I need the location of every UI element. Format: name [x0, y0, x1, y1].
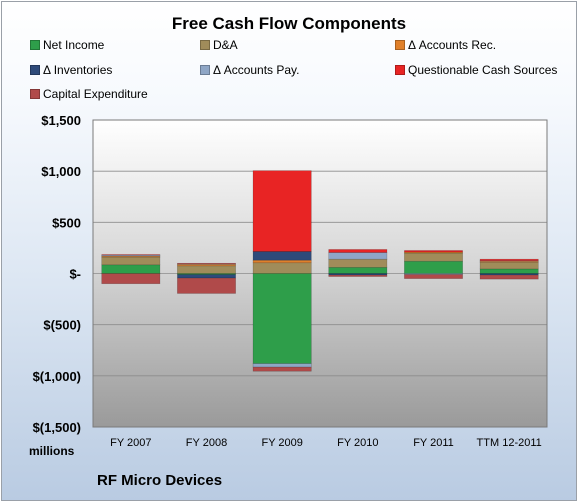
bar-segment: [328, 274, 388, 277]
legend-label: Δ Accounts Rec.: [408, 38, 497, 52]
bar-segment: [101, 273, 161, 285]
units-label: millions: [29, 444, 75, 458]
bar-segment: [101, 254, 161, 256]
bar-segment: [252, 363, 312, 368]
bar-segment: [479, 261, 539, 270]
legend-item: Δ Inventories: [30, 63, 112, 77]
bar-segment: [177, 277, 236, 294]
bar-segment: [479, 258, 539, 262]
bar-segment: [101, 256, 161, 266]
legend-swatch: [30, 89, 40, 99]
y-tick-label: $(500): [43, 318, 81, 333]
legend-swatch: [200, 40, 210, 50]
legend-swatch: [200, 65, 210, 75]
bar-segment: [177, 274, 236, 279]
x-tick-label: FY 2010: [337, 437, 378, 449]
bar-segment: [328, 249, 388, 253]
bar-segment: [479, 268, 539, 274]
legend-label: Δ Inventories: [43, 63, 113, 77]
bar-segment: [252, 259, 312, 264]
y-tick-label: $(1,500): [33, 420, 81, 435]
legend-swatch: [395, 40, 405, 50]
legend-label: Capital Expenditure: [43, 87, 148, 101]
bar-segment: [404, 252, 463, 262]
y-tick-label: $500: [52, 215, 81, 230]
legend-label: D&A: [213, 38, 238, 52]
bar-segment: [177, 262, 236, 265]
y-tick-label: $1,000: [41, 164, 81, 179]
bar-segment: [101, 264, 161, 274]
chart-title: Free Cash Flow Components: [171, 14, 407, 33]
company-name: RF Micro Devices: [97, 472, 223, 489]
legend-swatch: [30, 65, 40, 75]
bar-segment: [177, 263, 236, 267]
plot-border: [92, 119, 548, 428]
bar-segment: [252, 251, 312, 261]
x-tick-label: TTM 12-2011: [477, 437, 542, 449]
legend-item: Capital Expenditure: [30, 87, 148, 101]
y-tick-label: $1,500: [41, 113, 81, 128]
legend-label: Net Income: [43, 38, 105, 52]
bar-segment: [328, 252, 388, 260]
legend-item: Net Income: [30, 38, 104, 52]
bar-segment: [252, 366, 312, 372]
x-tick-label: FY 2008: [186, 437, 227, 449]
legend-label: Questionable Cash Sources: [408, 63, 558, 77]
bar-segment: [252, 170, 312, 252]
x-tick-label: FY 2007: [110, 437, 151, 449]
bar-segment: [404, 274, 463, 279]
x-tick-label: FY 2011: [413, 437, 454, 449]
legend-item: Δ Accounts Pay.: [200, 63, 300, 77]
bar-segment: [328, 258, 388, 268]
bar-segment: [479, 274, 539, 280]
bar-segment: [404, 260, 463, 274]
y-tick-label: $(1,000): [33, 369, 81, 384]
x-tick-label: FY 2009: [261, 437, 302, 449]
y-tick-label: $-: [69, 267, 81, 282]
legend-item: D&A: [200, 38, 238, 52]
legend-swatch: [30, 40, 40, 50]
legend-item: Questionable Cash Sources: [395, 63, 557, 77]
bar-segment: [252, 262, 312, 274]
legend-label: Δ Accounts Pay.: [213, 63, 300, 77]
legend-swatch: [395, 65, 405, 75]
bar-segment: [328, 267, 388, 274]
bar-segment: [404, 250, 463, 253]
legend-item: Δ Accounts Rec.: [395, 38, 496, 52]
bar-segment: [252, 273, 312, 364]
bar-segment: [177, 265, 236, 274]
